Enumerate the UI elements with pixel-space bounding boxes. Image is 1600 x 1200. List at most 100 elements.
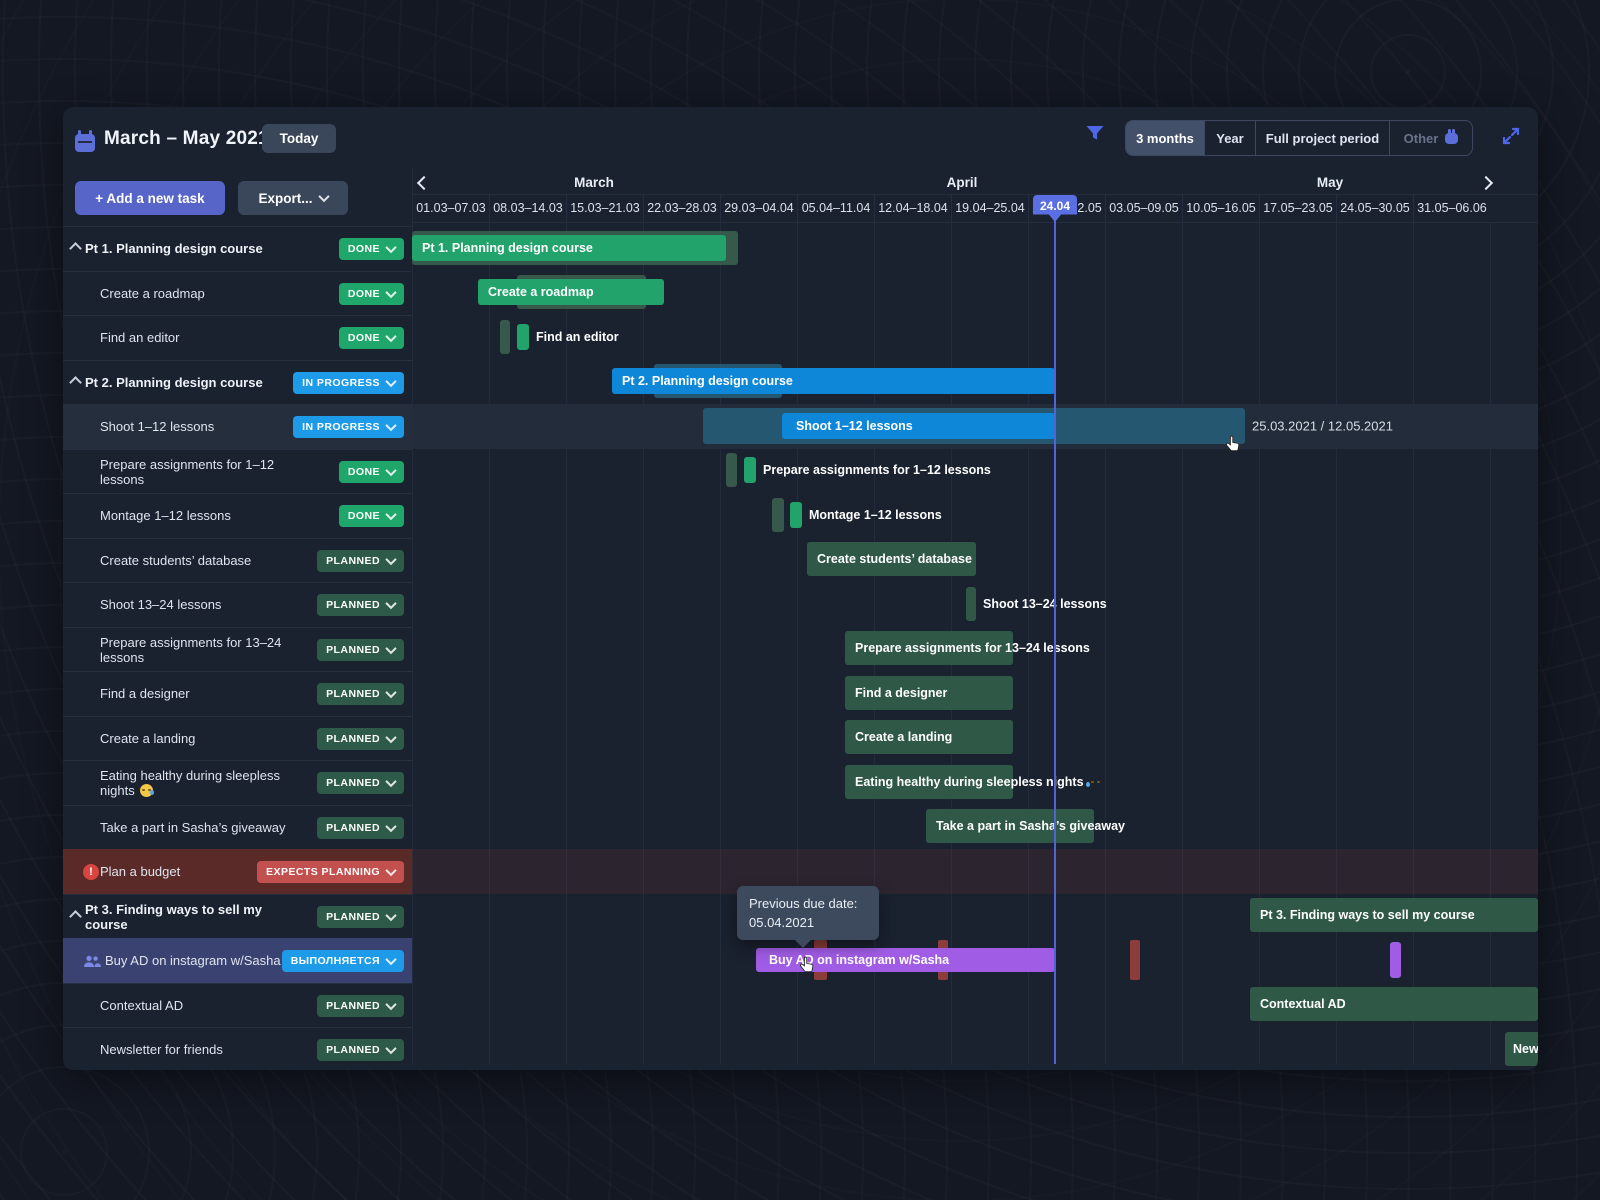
task-row-designer[interactable]: Find a designer PLANNED [63,671,412,716]
view-mode-other[interactable]: Other [1389,121,1472,155]
status-badge[interactable]: DONE [338,326,404,349]
gantt-bar-contextual-ad[interactable]: Contextual AD [1250,987,1538,1021]
drag-date-range: 25.03.2021 / 12.05.2021 [1252,418,1393,434]
task-row-budget[interactable]: ! Plan a budget EXPECTS PLANNING [63,849,412,894]
fullscreen-icon[interactable] [1501,126,1521,146]
gantt-bar-prepare-1-12[interactable] [744,457,756,483]
task-row-prepare-1-12[interactable]: Prepare assignments for 1–12 lessons DON… [63,449,412,494]
status-badge[interactable]: DONE [338,282,404,305]
gantt-bar-editor[interactable] [517,324,529,350]
status-badge[interactable]: PLANNED [317,816,404,839]
status-badge[interactable]: PLANNED [317,593,404,616]
task-row-shoot-13-24[interactable]: Shoot 13–24 lessons PLANNED [63,582,412,627]
mouse-cursor-icon [800,956,814,973]
task-row-eating-healthy[interactable]: Eating healthy during sleepless nights P… [63,760,412,805]
task-row-giveaway[interactable]: Take a part in Sasha’s giveaway PLANNED [63,805,412,850]
gantt-bar-designer[interactable]: Find a designer [845,676,1013,710]
task-row-montage[interactable]: Montage 1–12 lessons DONE [63,493,412,538]
week-cell: 12.04–18.04 [874,194,951,222]
gantt-bar-giveaway[interactable]: Take a part in Sasha’s giveaway [926,809,1125,843]
today-button[interactable]: Today [262,124,336,153]
week-cell: 03.05–09.05 [1105,194,1182,222]
week-cell: 22.03–28.03 [643,194,720,222]
export-label: Export... [258,190,313,206]
gantt-baseline-editor[interactable] [500,320,510,354]
month-label-april: April [946,175,978,190]
gantt-bar-pt1[interactable]: Pt 1. Planning design course [412,235,726,261]
status-badge[interactable]: PLANNED [317,1038,404,1061]
week-cell: 15.03–21.03 [566,194,643,222]
task-row-pt3[interactable]: Pt 3. Finding ways to sell my course PLA… [63,894,412,939]
gantt-bar-landing[interactable]: Create a landing [845,720,1013,754]
week-cell: 05.04–11.04 [797,194,874,222]
status-badge[interactable]: DONE [338,237,404,260]
gantt-bar-pt2[interactable]: Pt 2. Planning design course [612,368,1055,394]
today-line [1054,218,1056,1064]
status-badge[interactable]: IN PROGRESS [293,371,404,394]
gantt-label-montage: Montage 1–12 lessons [809,508,942,522]
header-divider [412,222,1538,223]
gantt-bar-shoot-13-24[interactable] [966,587,976,621]
status-badge[interactable]: PLANNED [317,727,404,750]
gantt-baseline-prepare-1-12[interactable] [726,453,737,487]
gantt-label-editor: Find an editor [536,330,619,344]
timeline-prev-button[interactable] [416,175,432,193]
task-row-buy-ad[interactable]: Buy AD on instagram w/Sasha ВЫПОЛНЯЕТСЯ [63,938,412,983]
task-row-prepare-13-24[interactable]: Prepare assignments for 13–24 lessons PL… [63,627,412,672]
week-cell: 08.03–14.03 [489,194,566,222]
calendar-icon [75,130,95,152]
task-row-editor[interactable]: Find an editor DONE [63,315,412,360]
gantt-bar-eating-healthy[interactable]: Eating healthy during sleepless nights [845,765,1094,799]
tooltip-pointer [795,940,811,948]
view-mode-year[interactable]: Year [1204,121,1255,155]
alert-row-band [412,849,1538,894]
week-cell: 10.05–16.05 [1182,194,1259,222]
task-row-roadmap[interactable]: Create a roadmap DONE [63,271,412,316]
status-badge[interactable]: DONE [338,460,404,483]
assignees-icon [84,955,101,967]
timeline-next-button[interactable] [1478,175,1494,193]
gantt-stub-buy-ad[interactable] [1390,942,1401,978]
status-badge[interactable]: PLANNED [317,682,404,705]
task-row-landing[interactable]: Create a landing PLANNED [63,716,412,761]
week-cell: 01.03–07.03 [412,194,489,222]
gantt-bar-newsletter[interactable]: Newsletter for friends [1505,1032,1538,1066]
status-badge[interactable]: ВЫПОЛНЯЕТСЯ [281,949,404,972]
status-badge[interactable]: EXPECTS PLANNING [257,860,404,883]
status-badge[interactable]: PLANNED [317,994,404,1017]
gantt-bar-prepare-13-24[interactable]: Prepare assignments for 13–24 lessons [845,631,1090,665]
add-task-button[interactable]: + Add a new task [75,181,225,215]
view-mode-switcher: 3 months Year Full project period Other [1125,120,1473,156]
task-row-newsletter[interactable]: Newsletter for friends PLANNED [63,1027,412,1070]
task-row-contextual-ad[interactable]: Contextual AD PLANNED [63,983,412,1028]
status-badge[interactable]: IN PROGRESS [293,415,404,438]
header-divider [412,194,1538,195]
status-badge[interactable]: PLANNED [317,905,404,928]
task-row-shoot-1-12[interactable]: Shoot 1–12 lessons IN PROGRESS [63,404,412,449]
export-button[interactable]: Export... [238,181,348,215]
task-row-pt2[interactable]: Pt 2. Planning design course IN PROGRESS [63,360,412,405]
status-badge[interactable]: DONE [338,504,404,527]
gantt-bar-montage[interactable] [790,502,802,528]
calendar-icon [1445,128,1459,147]
gantt-baseline-montage[interactable] [772,498,784,532]
status-badge[interactable]: PLANNED [317,549,404,572]
month-label-may: May [1316,175,1344,190]
status-badge[interactable]: PLANNED [317,638,404,661]
gantt-bar-roadmap[interactable]: Create a roadmap [478,279,664,305]
gantt-bar-students-db[interactable]: Create students’ database [807,542,976,576]
gantt-milestone-marker[interactable] [1130,940,1140,980]
task-row-pt1[interactable]: Pt 1. Planning design course DONE [63,226,412,271]
view-mode-full-period[interactable]: Full project period [1255,121,1389,155]
gantt-label-prepare-1-12: Prepare assignments for 1–12 lessons [763,463,991,477]
gantt-bar-shoot-1-12[interactable]: Shoot 1–12 lessons [782,413,1055,439]
gantt-bar-pt3[interactable]: Pt 3. Finding ways to sell my course [1250,898,1538,932]
gantt-app-window: March – May 2021 Today + Add a new task … [63,107,1538,1070]
chevron-down-icon [317,190,330,203]
filter-icon[interactable] [1085,124,1105,144]
status-badge[interactable]: PLANNED [317,771,404,794]
view-mode-3-months[interactable]: 3 months [1126,121,1204,155]
gantt-label-shoot-13-24: Shoot 13–24 lessons [983,597,1107,611]
week-cell: 31.05–06.06 [1413,194,1490,222]
task-row-students-db[interactable]: Create students’ database PLANNED [63,538,412,583]
